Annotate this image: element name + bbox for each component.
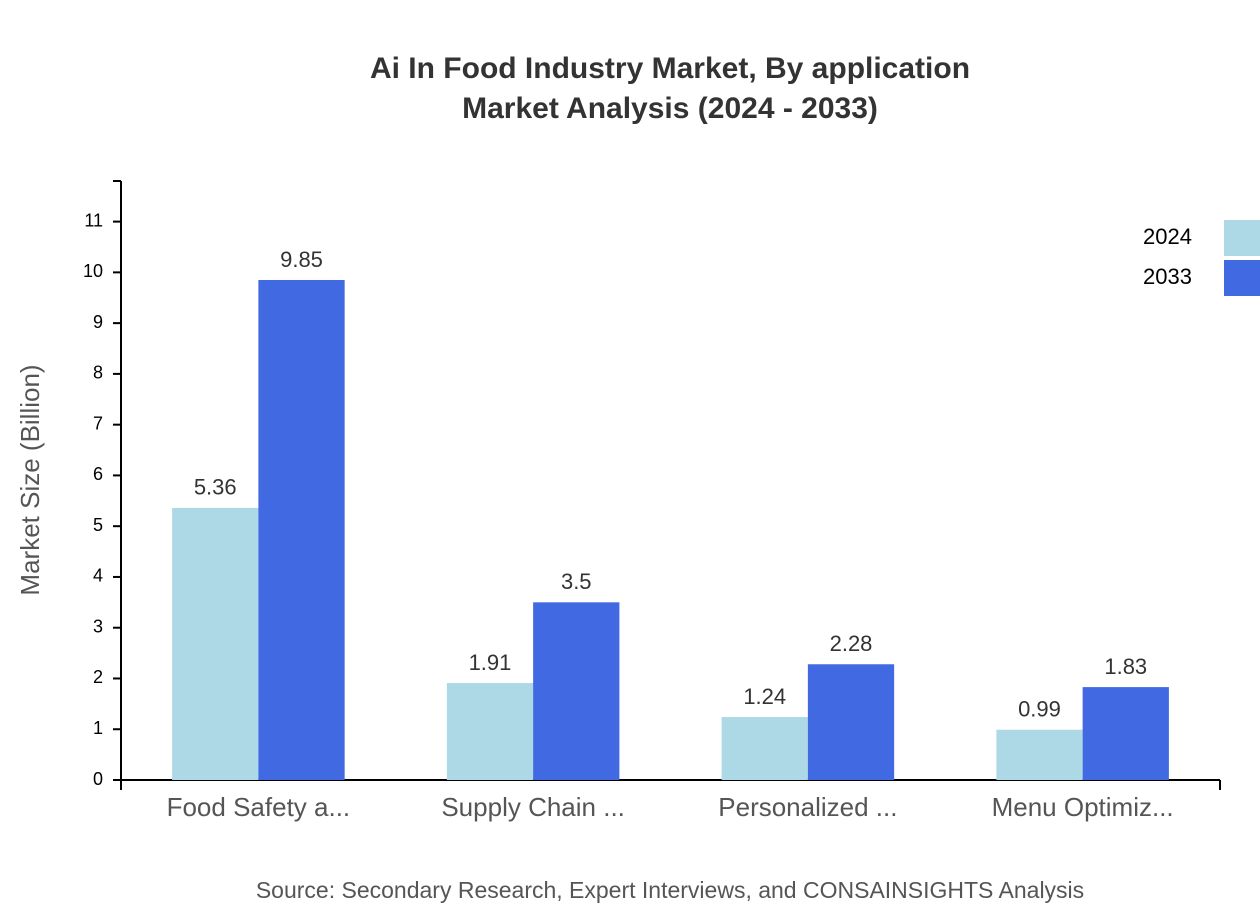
bar [446,683,534,780]
y-tick-label: 7 [93,413,103,433]
y-axis-label: Market Size (Billion) [15,364,45,595]
value-label: 5.36 [194,475,237,500]
value-label: 0.99 [1018,697,1061,722]
y-tick-label: 2 [93,667,103,687]
y-tick-label: 8 [93,363,103,383]
y-tick-label: 5 [93,515,103,535]
value-label: 3.5 [561,569,592,594]
y-tick-label: 3 [93,616,103,636]
chart-subtitle: Market Analysis (2024 - 2033) [462,92,878,125]
bar [258,279,345,780]
y-tick-label: 6 [93,464,103,484]
y-tick-label: 11 [84,210,103,230]
value-label: 9.85 [280,247,323,272]
x-tick-label: Supply Chain ... [441,792,625,822]
y-tick-label: 9 [93,312,103,332]
legend-swatch [1224,220,1260,256]
y-tick-label: 10 [83,261,103,281]
value-label: 1.24 [743,684,786,709]
value-label: 1.91 [469,650,512,675]
bar [721,717,808,780]
bar [533,602,620,780]
bar [1082,687,1169,780]
x-tick-label: Food Safety a... [167,792,351,822]
legend-label: 2033 [1143,264,1192,289]
value-label: 2.28 [830,631,873,656]
value-label: 1.83 [1104,654,1147,679]
legend-swatch [1224,260,1260,296]
x-tick-label: Menu Optimiz... [992,792,1174,822]
bar [996,729,1083,780]
bar [807,664,895,780]
y-tick-label: 0 [93,769,103,789]
source-note: Source: Secondary Research, Expert Inter… [256,877,1084,903]
x-tick-label: Personalized ... [718,792,897,822]
y-tick-label: 4 [93,566,103,586]
chart-title: Ai In Food Industry Market, By applicati… [370,52,970,85]
y-tick-label: 1 [93,718,103,738]
legend-label: 2024 [1143,224,1192,249]
bar [172,507,259,780]
